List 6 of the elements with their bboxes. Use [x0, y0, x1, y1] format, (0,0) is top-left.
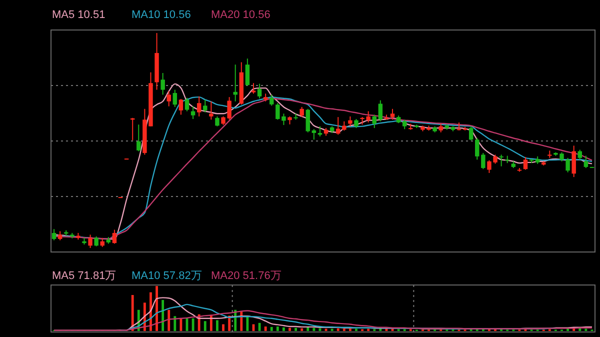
text: MA5 10.51: [52, 9, 106, 21]
text: MA10 57.82万: [132, 270, 202, 282]
text: MA10 10.56: [132, 9, 191, 21]
text: MA20 51.76万: [211, 270, 282, 282]
text: MA5 71.81万: [52, 270, 116, 282]
text: MA20 10.56: [211, 9, 270, 21]
